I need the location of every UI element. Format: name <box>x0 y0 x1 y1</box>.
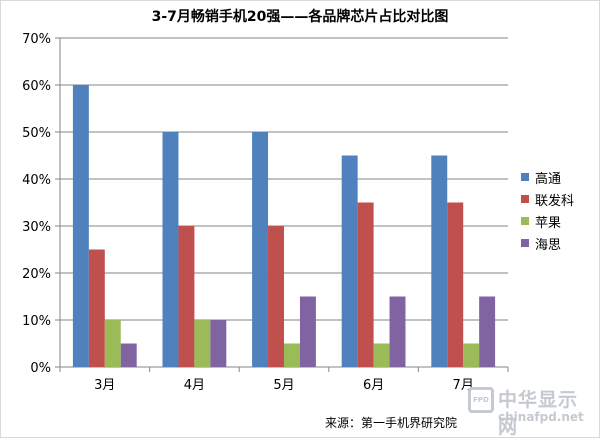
bar <box>252 132 269 367</box>
watermark-url: chinafpd.net <box>498 410 584 424</box>
y-tick-label: 0% <box>30 361 51 376</box>
bar <box>194 320 211 367</box>
x-tick-label: 3月 <box>94 378 115 393</box>
legend-swatch <box>521 195 529 203</box>
bar <box>210 320 227 367</box>
bar <box>447 202 464 367</box>
legend-item: 苹果 <box>521 210 574 232</box>
legend-label: 海思 <box>535 237 562 253</box>
legend-swatch <box>521 173 529 181</box>
bar <box>479 296 496 367</box>
bar <box>299 296 316 367</box>
y-tick-label: 10% <box>22 314 51 329</box>
legend: 高通 联发科 苹果 海思 <box>521 166 574 254</box>
chart-title: 3-7月畅销手机20强——各品牌芯片占比对比图 <box>151 9 449 25</box>
y-tick-label: 50% <box>22 126 51 141</box>
legend-item: 高通 <box>521 166 574 188</box>
x-tick-label: 6月 <box>363 378 384 393</box>
bar <box>357 202 374 367</box>
watermark-name: 中华显示网 <box>498 389 579 438</box>
y-tick-label: 30% <box>22 220 51 235</box>
fpd-logo-icon: FPD <box>468 387 494 413</box>
legend-swatch <box>521 239 529 247</box>
bar <box>463 343 480 367</box>
bar <box>162 132 179 367</box>
y-tick-label: 40% <box>22 173 51 188</box>
y-tick-label: 70% <box>22 32 51 47</box>
legend-label: 高通 <box>535 171 562 187</box>
legend-label: 苹果 <box>535 215 562 231</box>
bar <box>284 343 300 367</box>
bar <box>373 343 390 367</box>
x-tick-label: 4月 <box>184 378 205 393</box>
bar <box>178 226 195 367</box>
legend-label: 联发科 <box>535 193 575 209</box>
source-note: 来源：第一手机界研究院 <box>325 416 458 430</box>
bar <box>104 320 121 367</box>
y-tick-label: 20% <box>22 267 51 282</box>
bar <box>268 226 284 367</box>
x-tick-label: 5月 <box>273 378 294 393</box>
watermark-logo: FPD 中华显示网 chinafpd.net <box>468 383 596 438</box>
bar <box>120 343 137 367</box>
bar <box>72 85 89 367</box>
bar <box>431 155 448 367</box>
legend-swatch <box>521 217 529 225</box>
bars <box>72 85 496 367</box>
bar <box>88 249 105 367</box>
bar <box>341 155 358 367</box>
legend-item: 海思 <box>521 232 574 254</box>
tick-labels: 0%10%20%30%40%50%60%70%3月 4月 5月 6月 7月 <box>22 32 474 393</box>
y-tick-label: 60% <box>22 79 51 94</box>
bar <box>389 296 406 367</box>
legend-item: 联发科 <box>521 188 574 210</box>
